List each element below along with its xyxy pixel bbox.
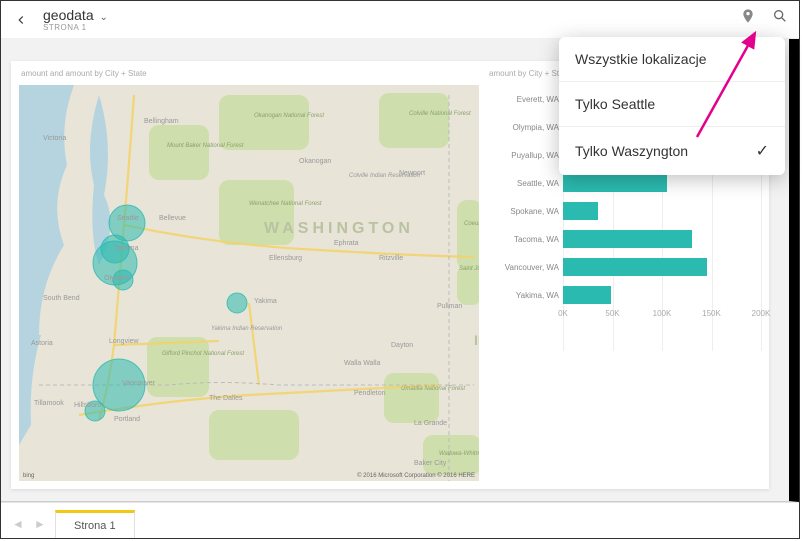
svg-text:La Grande: La Grande: [414, 420, 447, 427]
axis-tick-label: 50K: [605, 309, 619, 318]
bar-fill: [563, 286, 611, 304]
svg-text:Olympia: Olympia: [104, 275, 130, 282]
check-icon: ✓: [756, 141, 769, 161]
app-header: geodata ⌄ STRONA 1: [1, 1, 799, 39]
geo-filter-icon[interactable]: [739, 7, 757, 25]
svg-text:Wenatchee National Forest: Wenatchee National Forest: [249, 201, 322, 207]
svg-text:Ritzville: Ritzville: [379, 255, 403, 262]
svg-text:WASHINGTON: WASHINGTON: [264, 220, 414, 237]
map-visual-title: amount and amount by City + State: [21, 69, 147, 78]
svg-text:Dayton: Dayton: [391, 342, 413, 349]
bar-row[interactable]: Spokane, WA: [489, 197, 761, 225]
svg-text:Vancouver: Vancouver: [122, 380, 156, 387]
page-subtitle: STRONA 1: [43, 23, 108, 32]
svg-text:Bellingham: Bellingham: [144, 118, 179, 125]
map-attribution-text: © 2016 Microsoft Corporation © 2016 HERE: [357, 473, 475, 479]
svg-text:Tacoma: Tacoma: [114, 245, 139, 252]
filter-option-label: Tylko Waszyngton: [575, 143, 688, 159]
next-page-button[interactable]: ►: [29, 510, 51, 538]
svg-text:Baker City: Baker City: [414, 460, 447, 467]
svg-text:South Bend: South Bend: [43, 295, 80, 302]
bar-fill: [563, 174, 667, 192]
filter-option-label: Wszystkie lokalizacje: [575, 51, 706, 67]
chevron-down-icon: ⌄: [100, 12, 108, 23]
filter-option-label: Tylko Seattle: [575, 96, 655, 112]
svg-text:Walla Walla: Walla Walla: [344, 360, 381, 367]
axis-tick-label: 200K: [752, 309, 771, 318]
bar-label: Olympia, WA: [489, 123, 563, 132]
filter-option-seattle[interactable]: Tylko Seattle: [559, 82, 785, 127]
svg-text:Umatilla National Forest: Umatilla National Forest: [401, 386, 465, 392]
bar-label: Yakima, WA: [489, 291, 563, 300]
svg-text:Wallowa-Whitman National Fores: Wallowa-Whitman National Forest: [439, 451, 479, 457]
svg-text:Hillsboro: Hillsboro: [74, 402, 101, 409]
prev-page-button[interactable]: ◄: [7, 510, 29, 538]
svg-text:Seattle: Seattle: [117, 215, 139, 222]
axis-tick-label: 150K: [702, 309, 721, 318]
svg-text:Victoria: Victoria: [43, 135, 66, 142]
bar-row[interactable]: Yakima, WA: [489, 281, 761, 309]
axis-tick-label: 100K: [653, 309, 672, 318]
page-tab[interactable]: Strona 1: [55, 510, 135, 538]
svg-text:Pullman: Pullman: [437, 303, 462, 310]
bar-label: Spokane, WA: [489, 207, 563, 216]
page-tabs: ◄ ► Strona 1: [1, 502, 799, 538]
back-button[interactable]: [9, 8, 33, 32]
svg-text:Longview: Longview: [109, 338, 140, 345]
bar-row[interactable]: Vancouver, WA: [489, 253, 761, 281]
filter-option-washington[interactable]: Tylko Waszyngton ✓: [559, 127, 785, 175]
svg-text:Newport: Newport: [399, 170, 425, 177]
bar-label: Seattle, WA: [489, 179, 563, 188]
title-block[interactable]: geodata ⌄ STRONA 1: [43, 7, 108, 32]
svg-text:Yakima Indian Reservation: Yakima Indian Reservation: [211, 326, 283, 332]
svg-text:Astoria: Astoria: [31, 340, 53, 347]
svg-text:Ellensburg: Ellensburg: [269, 255, 302, 262]
svg-text:Saint Joe National Forest: Saint Joe National Forest: [459, 266, 479, 272]
svg-text:Ephrata: Ephrata: [334, 240, 359, 247]
svg-text:Pendleton: Pendleton: [354, 390, 386, 397]
bar-fill: [563, 202, 598, 220]
svg-text:The Dalles: The Dalles: [209, 395, 243, 402]
svg-text:Coeur d'Alene National Forest: Coeur d'Alene National Forest: [464, 221, 479, 227]
bar-label: Tacoma, WA: [489, 235, 563, 244]
svg-text:ID: ID: [474, 332, 479, 348]
axis-tick-label: 0K: [558, 309, 568, 318]
report-title: geodata: [43, 7, 94, 23]
bar-fill: [563, 230, 692, 248]
bar-label: Vancouver, WA: [489, 263, 563, 272]
bar-row[interactable]: Tacoma, WA: [489, 225, 761, 253]
svg-text:Bellevue: Bellevue: [159, 215, 186, 222]
svg-text:Yakima: Yakima: [254, 298, 277, 305]
bar-label: Everett, WA: [489, 95, 563, 104]
svg-text:Portland: Portland: [114, 416, 140, 423]
svg-text:Colville National Forest: Colville National Forest: [409, 111, 471, 117]
svg-text:Okanogan National Forest: Okanogan National Forest: [254, 113, 324, 119]
geo-filter-menu: Wszystkie lokalizacje Tylko Seattle Tylk…: [559, 37, 785, 175]
bar-fill: [563, 258, 707, 276]
map-attribution-logo: bing: [23, 473, 34, 479]
bar-visual-title: amount by City + State: [489, 69, 570, 78]
svg-text:Mount Baker National Forest: Mount Baker National Forest: [167, 143, 244, 149]
svg-text:Tillamook: Tillamook: [34, 400, 64, 407]
search-icon[interactable]: [771, 7, 789, 25]
svg-text:Okanogan: Okanogan: [299, 158, 331, 165]
map-visual[interactable]: Victoria Bellingham Mount Baker National F…: [19, 85, 479, 481]
filter-option-all[interactable]: Wszystkie lokalizacje: [559, 37, 785, 82]
page-tab-label: Strona 1: [74, 520, 116, 532]
bar-label: Puyallup, WA: [489, 151, 563, 160]
svg-text:Gifford Pinchot National Fores: Gifford Pinchot National Forest: [162, 351, 244, 357]
